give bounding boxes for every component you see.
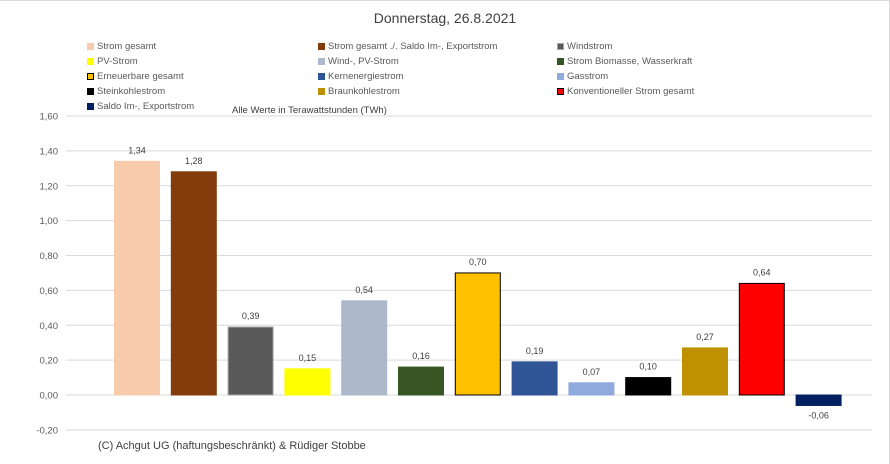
legend-swatch	[87, 73, 94, 80]
data-label: -0,06	[808, 410, 829, 420]
legend-swatch	[318, 43, 325, 50]
legend-swatch	[318, 88, 325, 95]
legend-swatch	[87, 88, 94, 95]
y-tick-label: -0,20	[36, 425, 58, 436]
legend-label: Erneuerbare gesamt	[97, 71, 184, 82]
y-tick-label: 0,00	[40, 391, 59, 402]
y-tick-label: 0,40	[40, 321, 59, 332]
y-tick-label: 0,20	[40, 356, 59, 367]
y-tick-label: 0,80	[40, 251, 59, 262]
legend-item: PV-Strom	[87, 56, 138, 67]
legend-item: Kernenergiestrom	[318, 71, 404, 82]
legend-swatch	[557, 43, 564, 50]
data-label: 0,64	[753, 267, 771, 277]
legend-item: Strom gesamt ./. Saldo Im-, Exportstrom	[318, 41, 497, 52]
bar-7	[511, 361, 558, 396]
bar-10	[682, 347, 728, 396]
legend-swatch	[87, 58, 94, 65]
bar-2	[227, 326, 274, 396]
bar-4	[341, 300, 388, 396]
legend-label: Saldo Im-, Exportstrom	[97, 101, 195, 112]
bar-8	[568, 382, 615, 396]
bar-5	[398, 366, 444, 396]
legend-label: Gasstrom	[567, 71, 609, 82]
chart-title: Donnerstag, 26.8.2021	[373, 10, 517, 26]
legend-swatch	[87, 103, 94, 110]
y-tick-label: 0,60	[40, 286, 59, 297]
legend-label: Strom Biomasse, Wasserkraft	[567, 56, 693, 67]
data-label: 1,28	[185, 156, 203, 166]
legend-swatch	[318, 73, 325, 80]
y-tick-label: 1,60	[40, 112, 59, 123]
legend-item: Erneuerbare gesamt	[87, 71, 184, 82]
bar-3	[284, 368, 331, 396]
legend-label: PV-Strom	[97, 56, 138, 67]
legend-item: Konventioneller Strom gesamt	[557, 86, 694, 97]
data-label: 0,15	[299, 353, 317, 363]
bar-11	[738, 282, 785, 396]
bar-12	[795, 394, 842, 406]
legend-item: Windstrom	[557, 41, 612, 52]
data-label: 0,19	[526, 346, 544, 356]
legend-item: Strom Biomasse, Wasserkraft	[557, 56, 692, 67]
data-label: 0,16	[412, 351, 430, 361]
y-tick-label: 1,20	[40, 181, 59, 192]
legend-item: Braunkohlestrom	[318, 86, 400, 97]
legend-label: Konventioneller Strom gesamt	[567, 86, 695, 97]
bar-9	[625, 377, 672, 396]
legend-item: Strom gesamt	[87, 41, 156, 52]
y-tick-label: 1,40	[40, 146, 59, 157]
legend-label: Wind-, PV-Strom	[328, 56, 399, 67]
data-label: 0,70	[469, 257, 487, 267]
unit-note: Alle Werte in Terawattstunden (TWh)	[232, 105, 387, 116]
legend-swatch	[87, 43, 94, 50]
data-label: 0,10	[639, 362, 657, 372]
legend-label: Kernenergiestrom	[328, 71, 404, 82]
data-label: 0,27	[696, 332, 714, 342]
legend-label: Braunkohlestrom	[328, 86, 400, 97]
bar-1	[170, 171, 217, 396]
legend-item: Wind-, PV-Strom	[318, 56, 399, 67]
legend-swatch	[557, 73, 564, 80]
data-label: 0,39	[242, 311, 260, 321]
data-label: 1,34	[128, 145, 146, 155]
bar-6	[454, 272, 501, 396]
legend-swatch	[557, 88, 564, 95]
bar-0	[114, 160, 160, 396]
legend-item: Gasstrom	[557, 71, 608, 82]
legend-item: Saldo Im-, Exportstrom	[87, 101, 194, 112]
data-label: 0,07	[583, 367, 601, 377]
legend-swatch	[318, 58, 325, 65]
legend-label: Steinkohlestrom	[97, 86, 166, 97]
legend-swatch	[557, 58, 564, 65]
legend-label: Strom gesamt ./. Saldo Im-, Exportstrom	[328, 41, 498, 52]
legend-label: Strom gesamt	[97, 41, 157, 52]
legend-item: Steinkohlestrom	[87, 86, 165, 97]
y-tick-label: 1,00	[40, 216, 59, 227]
legend-label: Windstrom	[567, 41, 613, 52]
data-label: 0,54	[355, 285, 373, 295]
copyright-footer: (C) Achgut UG (haftungsbeschränkt) & Rüd…	[98, 440, 366, 452]
